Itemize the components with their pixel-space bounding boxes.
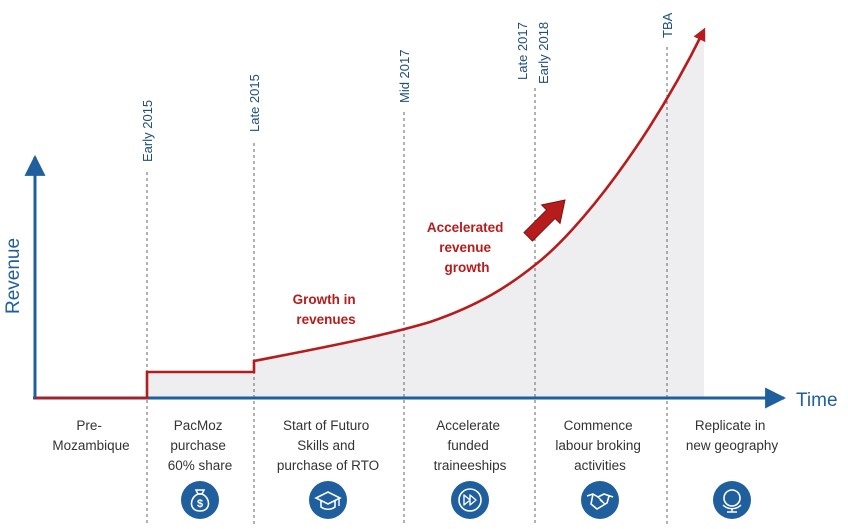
x-axis-title: Time xyxy=(796,390,838,411)
phase-traineeships: Accelerate funded traineeships xyxy=(434,418,507,473)
phase-line: new geography xyxy=(686,438,779,453)
milestone-label-late-2015: Late 2015 xyxy=(247,74,262,132)
money-bag-icon: $ xyxy=(181,481,219,519)
revenue-area-fill xyxy=(147,30,704,398)
phase-line: 60% share xyxy=(168,458,233,473)
growth-annotation: Growth in revenues xyxy=(293,292,360,327)
phase-line: Commence xyxy=(564,418,633,433)
revenue-curve xyxy=(35,27,706,400)
phase-line: activities xyxy=(574,458,626,473)
milestone-label-tba: TBA xyxy=(660,12,675,38)
globe-icon xyxy=(713,481,751,519)
phase-pacmoz-purchase: PacMoz purchase 60% share xyxy=(168,418,233,473)
phase-line: Skills and xyxy=(297,438,355,453)
phase-line: Start of Futuro xyxy=(283,418,369,433)
phase-line: purchase xyxy=(170,438,226,453)
accelerated-annotation-line-2: revenue xyxy=(439,240,491,255)
phase-futuro-skills: Start of Futuro Skills and purchase of R… xyxy=(277,418,379,473)
phase-line: labour broking xyxy=(555,438,641,453)
y-axis-title: Revenue xyxy=(3,238,24,314)
milestone-label-early-2015: Early 2015 xyxy=(140,100,155,162)
milestone-label-late-2017: Late 2017 xyxy=(515,22,530,80)
phase-line: Mozambique xyxy=(52,438,129,453)
accelerated-annotation-line-1: Accelerated xyxy=(427,220,504,235)
phase-line: PacMoz xyxy=(174,418,223,433)
phase-line: Pre- xyxy=(76,418,102,433)
growth-annotation-line-2: revenues xyxy=(296,312,355,327)
milestone-label-mid-2017: Mid 2017 xyxy=(397,50,412,103)
phase-new-geography: Replicate in new geography xyxy=(686,418,779,453)
phase-line: funded xyxy=(447,438,488,453)
phase-line: traineeships xyxy=(434,458,507,473)
phase-labour-broking: Commence labour broking activities xyxy=(555,418,644,473)
milestone-label-early-2018: Early 2018 xyxy=(536,22,551,84)
accelerated-growth-arrow xyxy=(523,199,566,242)
phase-pre-mozambique: Pre- Mozambique xyxy=(52,418,129,453)
phase-line: purchase of RTO xyxy=(277,458,379,473)
accelerated-annotation: Accelerated revenue growth xyxy=(427,220,507,275)
handshake-icon xyxy=(581,481,619,519)
graduation-cap-icon xyxy=(309,481,347,519)
phase-line: Replicate in xyxy=(695,418,766,433)
growth-annotation-line-1: Growth in xyxy=(293,292,356,307)
phase-line: Accelerate xyxy=(436,418,500,433)
svg-text:$: $ xyxy=(197,498,203,510)
fast-forward-icon xyxy=(451,481,489,519)
accelerated-annotation-line-3: growth xyxy=(445,260,490,275)
